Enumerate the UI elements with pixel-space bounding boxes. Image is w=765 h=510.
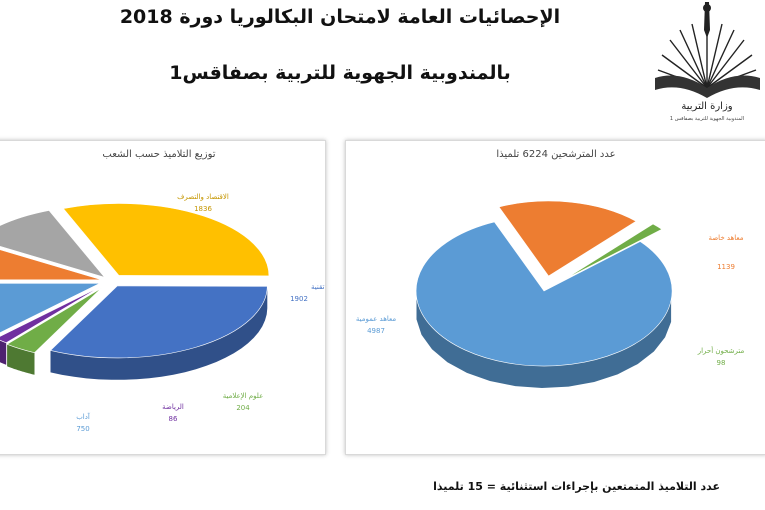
pie-slice: [0, 286, 101, 344]
pie-slice: [0, 282, 101, 334]
data-value: 1139: [717, 263, 735, 271]
page-subtitle: بالمندوبية الجهوية للتربية بصفاقس1: [169, 62, 511, 84]
pie-slice: [0, 249, 102, 281]
left-chart-title: توزيع التلاميذ حسب الشعب: [102, 149, 216, 160]
pie-slice: [498, 200, 637, 277]
data-value: 750: [76, 425, 89, 433]
data-label: معاهد خاصة: [708, 234, 743, 242]
data-value: 204: [236, 404, 250, 412]
pie-slice-side: [416, 297, 672, 388]
pie-slice: [49, 285, 268, 359]
page-title: الإحصائيات العامة لامتحان البكالوريا دور…: [119, 6, 561, 28]
data-label: الاقتصاد والتصرف: [177, 193, 229, 201]
data-value: 4987: [367, 327, 385, 335]
data-value: 1836: [194, 205, 212, 213]
pie-slice: [565, 223, 663, 280]
footnote: عدد التلاميذ المتمتعين بإجراءات استثنائي…: [433, 480, 720, 493]
data-value: 98: [717, 359, 726, 367]
ministry-logo: وزارة التربية المندوبية الجهوية للتربية …: [655, 2, 760, 122]
data-label: آداب: [76, 412, 91, 421]
logo-subtext: المندوبية الجهوية للتربية بصفاقس 1: [670, 116, 744, 122]
pie-slice-side: [50, 286, 268, 380]
pie-slice: [6, 288, 102, 354]
right-chart-title: عدد المترشحين 6224 تلميذا: [496, 149, 616, 160]
data-value: 1902: [290, 295, 308, 303]
right-chart-panel: عدد المترشحين 6224 تلميذا معاهد خاصة 1139…: [345, 140, 765, 455]
pie-slice: [0, 210, 106, 278]
right-pie-chart: معاهد خاصة 1139 مترشحون أحرار 98 معاهد عمومي…: [356, 200, 745, 388]
pie-slice-side: [7, 344, 35, 375]
data-label: علوم تقنية: [311, 283, 325, 291]
data-label: مترشحون أحرار: [697, 346, 745, 355]
data-value: 86: [169, 415, 178, 423]
left-chart-panel: توزيع التلاميذ حسب الشعب الاقتصاد والتصر…: [0, 140, 326, 455]
data-label: علوم الإعلامية: [223, 392, 264, 400]
pie-slice-side: [0, 340, 7, 365]
pie-slice: [415, 221, 673, 367]
data-label: الرياضة: [162, 403, 184, 411]
data-label: معاهد عمومية: [356, 315, 397, 323]
pie-slice: [62, 203, 270, 277]
logo-text: وزارة التربية: [681, 101, 732, 112]
